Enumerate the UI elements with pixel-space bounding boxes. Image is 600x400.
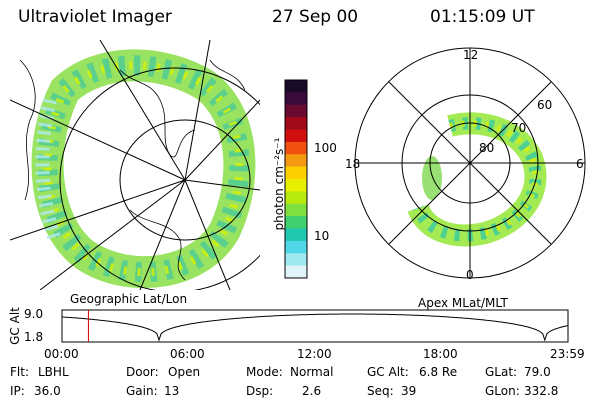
colorbar-swatch	[285, 179, 307, 192]
timeline-y-axis-label: GC Alt	[8, 307, 22, 345]
glon-label: GLon:	[485, 384, 520, 398]
colorbar-tick-10: 10	[314, 229, 330, 243]
dsp-value: 2.6	[302, 384, 322, 398]
geographic-auroral-image: Geographic Lat/Lon	[10, 40, 260, 306]
orbit-altitude-curve	[61, 313, 569, 342]
colorbar-swatch	[285, 141, 307, 155]
glat-label: GLat:	[485, 365, 518, 379]
colorbar-swatch	[285, 240, 307, 254]
colorbar-swatch	[285, 104, 307, 118]
gain-value: 13	[164, 384, 180, 398]
colorbar-swatch	[285, 117, 307, 130]
colorbar-swatch	[285, 80, 307, 93]
polar-auroral-plot: 12 18 6 0 60 70 80	[345, 47, 586, 282]
colorbar-swatch	[285, 129, 307, 143]
colorbar-swatch	[285, 166, 307, 180]
time-label: 01:15:09 UT	[430, 7, 535, 27]
timeline-x-tick-2: 12:00	[297, 347, 332, 361]
date-label: 27 Sep 00	[272, 7, 359, 27]
instrument-title: Ultraviolet Imager	[18, 7, 172, 27]
colorbar-swatch	[285, 203, 307, 217]
gcalt-value: 6.8 Re	[419, 365, 458, 379]
gain-label: Gain:	[126, 384, 158, 398]
geographic-label: Geographic Lat/Lon	[70, 292, 187, 306]
ip-label: IP:	[10, 384, 25, 398]
mlt-0: 0	[466, 268, 474, 282]
glat-value: 79.0	[524, 365, 551, 379]
lat-60: 60	[537, 98, 552, 112]
gcalt-label: GC Alt:	[367, 365, 409, 379]
mlt-12: 12	[463, 48, 478, 62]
color-bar	[284, 79, 308, 279]
colorbar-swatch	[285, 191, 307, 205]
flt-label: Flt:	[10, 365, 29, 379]
door-label: Door:	[126, 365, 159, 379]
polar-label: Apex MLat/MLT	[418, 296, 508, 310]
seq-label: Seq:	[367, 384, 394, 398]
mlt-6: 6	[576, 157, 584, 171]
timeline-y-tick-low: 1.8	[24, 330, 44, 344]
colorbar-swatch	[285, 92, 307, 106]
colorbar-swatch	[285, 154, 307, 168]
timeline-x-tick-1: 06:00	[170, 347, 205, 361]
colorbar-frame	[284, 79, 308, 279]
flt-value: LBHL	[38, 365, 69, 379]
lat-70: 70	[511, 121, 526, 135]
colorbar-unit-label: photon cm⁻²s⁻¹	[272, 137, 286, 231]
timeline-plot	[61, 309, 569, 343]
colorbar-swatch	[285, 228, 307, 242]
colorbar-swatch	[285, 265, 307, 279]
ip-value: 36.0	[34, 384, 61, 398]
glon-value: 332.8	[524, 384, 559, 398]
lat-80: 80	[479, 141, 494, 155]
door-value: Open	[168, 365, 201, 379]
timeline-x-tick-0: 00:00	[44, 347, 79, 361]
timeline-x-tick-3: 18:00	[423, 347, 458, 361]
mlt-18: 18	[345, 157, 360, 171]
colorbar-swatch	[285, 216, 307, 229]
seq-value: 39	[401, 384, 417, 398]
colorbar-swatch	[285, 253, 307, 267]
dsp-label: Dsp:	[246, 384, 274, 398]
mode-value: Normal	[290, 365, 334, 379]
mode-label: Mode:	[246, 365, 283, 379]
timeline-x-tick-4: 23:59	[550, 347, 585, 361]
timeline-y-tick-high: 9.0	[24, 307, 44, 321]
colorbar-tick-100: 100	[314, 141, 337, 155]
